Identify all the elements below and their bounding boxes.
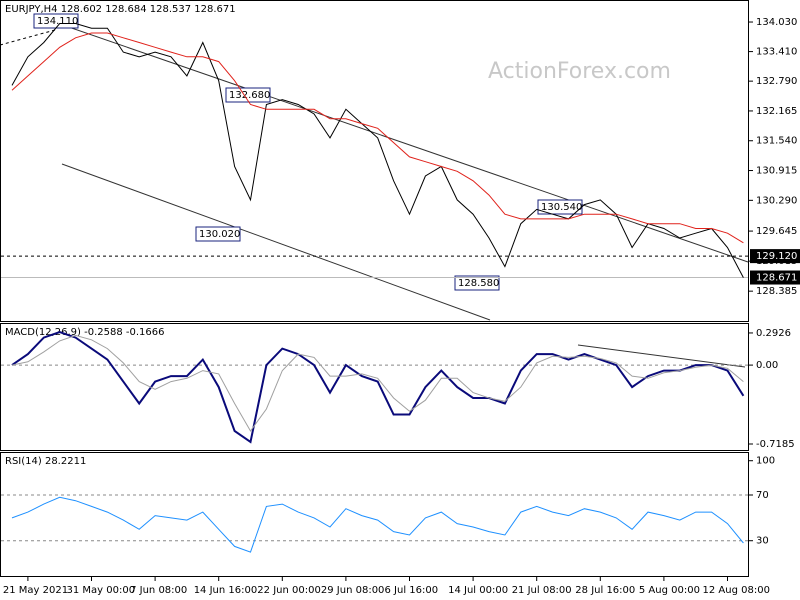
x-tick-label: 5 Aug 00:00: [639, 585, 700, 596]
x-tick-label: 7 Jun 08:00: [130, 585, 187, 596]
watermark: ActionForex.com: [488, 59, 671, 84]
panel-title: EURJPY,H4 128.602 128.684 128.537 128.67…: [5, 4, 236, 15]
series-line: [11, 331, 745, 444]
price-tag: [750, 270, 800, 285]
annotation-box: [195, 226, 241, 242]
y-tick-label: 70: [756, 490, 769, 501]
series-line: [11, 23, 744, 278]
x-tick-label: 6 Jul 16:00: [385, 585, 439, 596]
x-tick-label: 14 Jun 16:00: [194, 585, 258, 596]
x-tick-label: 31 May 00:00: [67, 585, 136, 596]
trendline: [59, 23, 749, 263]
x-tick-label: 22 Jun 00:00: [257, 585, 321, 596]
annotation: 134.110: [37, 16, 78, 27]
price-tag: [750, 249, 800, 264]
x-tick-label: 21 Jul 08:00: [512, 585, 572, 596]
trendline: [0, 29, 56, 46]
annotation-box: [225, 87, 271, 103]
price-tag-label: 129.120: [756, 251, 797, 262]
series-line: [11, 32, 744, 244]
series-line: [11, 334, 744, 432]
y-tick-label: 130.290: [756, 195, 797, 206]
x-tick-label: 29 Jun 08:00: [321, 585, 385, 596]
annotations: 134.110 132.680 130.020 130.540 128.580: [33, 13, 583, 291]
y-tick-label: 132.165: [756, 106, 797, 117]
annotation: 130.540: [541, 202, 582, 213]
y-tick-label: 30: [756, 536, 769, 547]
y-tick-label: -0.7185: [756, 439, 795, 450]
y-tick-label: 131.540: [756, 136, 797, 147]
price-panel: [0, 0, 749, 322]
x-tick-label: 21 May 2021: [3, 585, 68, 596]
trendline: [577, 344, 746, 368]
macd-panel: [0, 323, 749, 451]
y-tick-label: 0.00: [756, 360, 778, 371]
x-tick-label: 12 Aug 08:00: [703, 585, 770, 596]
rsi-panel: [0, 452, 749, 577]
y-tick-label: 134.030: [756, 17, 797, 28]
panel-title: RSI(14) 28.2211: [5, 456, 86, 467]
annotation-box: [454, 275, 500, 291]
y-tick-label: 128.385: [756, 286, 797, 297]
price-tag-label: 128.671: [756, 273, 797, 284]
x-tick-label: 14 Jul 00:00: [448, 585, 508, 596]
x-tick-label: 28 Jul 16:00: [575, 585, 635, 596]
y-tick-label: 130.915: [756, 166, 797, 177]
annotation: 130.020: [199, 229, 240, 240]
y-tick-label: 100: [756, 456, 775, 467]
trendline: [61, 163, 491, 321]
y-tick-label: 129.645: [756, 226, 797, 237]
annotation: 132.680: [229, 90, 270, 101]
annotation: 128.580: [458, 278, 499, 289]
y-tick-label: 0.2926: [756, 328, 791, 339]
panel-title: MACD(12,26,9) -0.2588 -0.1666: [5, 327, 165, 338]
y-tick-label: 133.410: [756, 47, 797, 58]
y-tick-label: 132.790: [756, 76, 797, 87]
series-line: [11, 496, 744, 553]
